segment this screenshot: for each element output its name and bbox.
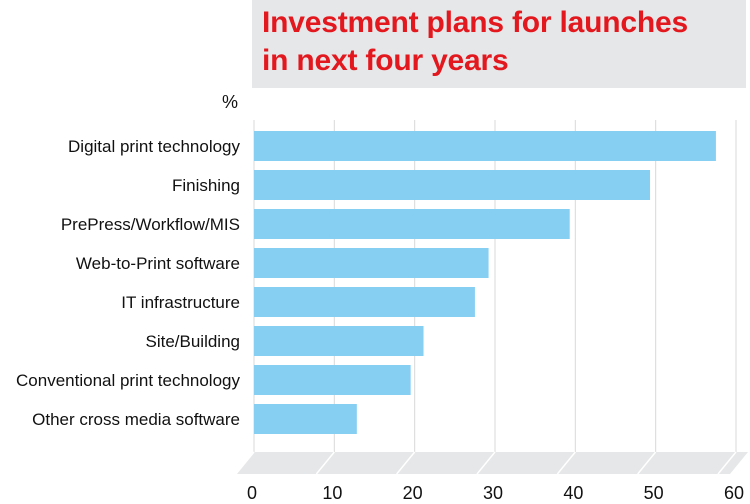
bar	[254, 365, 411, 395]
floor-tick	[637, 451, 657, 475]
category-label: Finishing	[172, 176, 240, 195]
x-tick-label: 20	[403, 483, 423, 503]
x-tick-label: 60	[724, 483, 744, 503]
x-tick-labels: 0 10 20 30 40 50 60	[247, 483, 744, 503]
category-label: PrePress/Workflow/MIS	[61, 215, 240, 234]
category-labels: Digital print technology Finishing PrePres…	[16, 137, 240, 429]
category-label: Web-to-Print software	[76, 254, 240, 273]
bar	[254, 248, 489, 278]
bar	[254, 404, 357, 434]
category-label: IT infrastructure	[121, 293, 240, 312]
x-tick-label: 0	[247, 483, 257, 503]
bar	[254, 209, 570, 239]
category-label: Site/Building	[145, 332, 240, 351]
floor-tick	[717, 451, 737, 475]
chart-title: Investment plans for launches in next fo…	[262, 6, 688, 77]
floor-tick	[235, 451, 255, 475]
category-label: Other cross media software	[32, 410, 240, 429]
bar	[254, 326, 424, 356]
floor-tick	[556, 451, 576, 475]
floor-tick	[315, 451, 335, 475]
unit-label: %	[222, 92, 239, 112]
x-tick-label: 40	[563, 483, 583, 503]
bar	[254, 287, 475, 317]
bar	[254, 170, 651, 200]
x-tick-label: 10	[322, 483, 342, 503]
floor-tick	[476, 451, 496, 475]
x-tick-label: 50	[644, 483, 664, 503]
bar	[254, 131, 716, 161]
floor-tick	[396, 451, 416, 475]
category-label: Digital print technology	[68, 137, 240, 156]
category-label: Conventional print technology	[16, 371, 240, 390]
chart-floor	[236, 452, 748, 474]
x-tick-label: 30	[483, 483, 503, 503]
bars	[254, 131, 716, 434]
chart-title-box: Investment plans for launches in next fo…	[252, 0, 746, 88]
